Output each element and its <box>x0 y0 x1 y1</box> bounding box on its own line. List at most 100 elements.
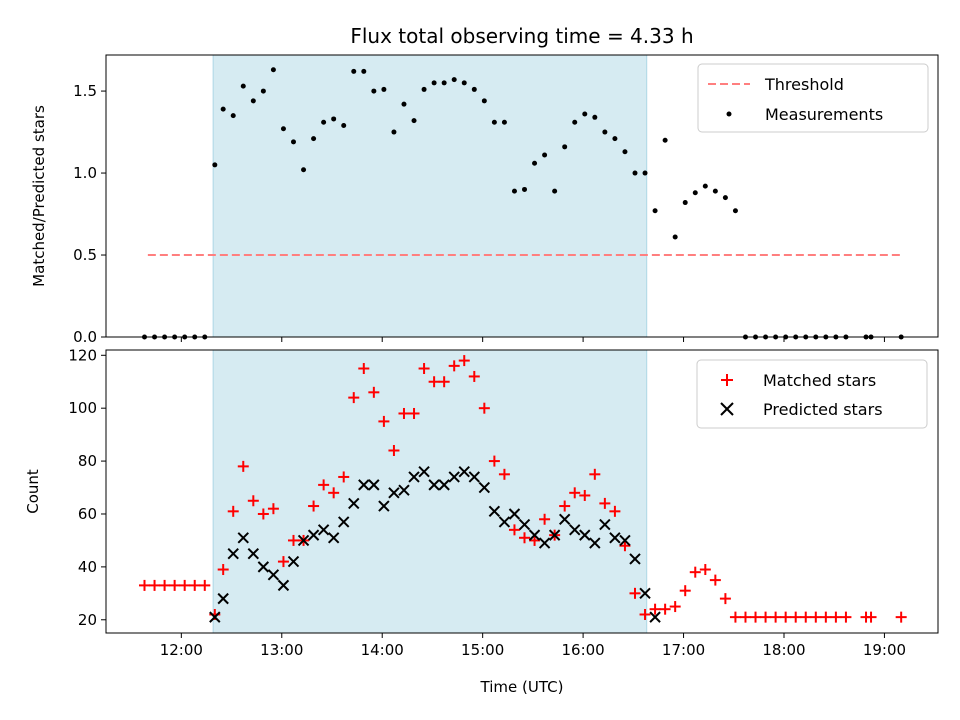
matched-star-point <box>488 455 500 467</box>
matched-star-point <box>149 579 161 591</box>
measurement-point <box>491 119 497 125</box>
measurement-point <box>381 86 387 92</box>
measurement-point <box>421 86 427 92</box>
matched-star-point <box>428 376 440 388</box>
predicted-star-point <box>398 484 410 496</box>
predicted-star-point <box>478 481 491 494</box>
predicted-star-point <box>209 611 221 623</box>
predicted-star-point <box>327 532 340 544</box>
matched-star-point <box>830 611 842 623</box>
y-tick-label: 0.0 <box>73 328 97 346</box>
bottom-panel: 20 40 60 80 100 120 12:00 13:00 14:00 15:00 16:00… <box>24 346 939 696</box>
matched-star-point <box>338 471 350 483</box>
predicted-star-point <box>448 471 460 483</box>
matched-star-point <box>378 415 390 427</box>
measurement-point <box>441 80 447 86</box>
top-legend-box <box>697 63 929 133</box>
matched-star-point <box>589 468 601 480</box>
predicted-star-point <box>438 479 450 491</box>
y-tick-label: 100 <box>68 399 97 417</box>
matched-star-point <box>418 363 430 375</box>
predicted-star-point <box>589 537 601 549</box>
predicted-star-point <box>267 569 280 581</box>
legend-predicted-swatch <box>720 402 734 416</box>
chart-title: Flux total observing time = 4.33 h <box>350 24 693 48</box>
x-tick-label: 17:00 <box>662 641 705 659</box>
measurement-point <box>451 77 457 83</box>
matched-star-point <box>760 611 772 623</box>
bottom-axes-frame <box>105 349 939 634</box>
matched-star-point <box>169 579 181 591</box>
matched-star-point <box>689 566 701 578</box>
predicted-star-point <box>408 471 420 483</box>
measurement-point <box>321 119 327 125</box>
matched-star-point <box>649 603 661 615</box>
matched-star-point <box>659 603 671 615</box>
matched-star-point <box>609 505 621 517</box>
predicted-star-point <box>277 579 290 592</box>
measurement-point <box>732 208 738 214</box>
y-tick-label: 60 <box>78 505 97 523</box>
measurement-point <box>572 119 578 125</box>
matched-star-point <box>179 579 191 591</box>
matched-star-point <box>237 460 249 472</box>
y-tick-label: 20 <box>78 611 97 629</box>
matched-star-point <box>277 556 289 568</box>
x-tick-label: 14:00 <box>361 641 404 659</box>
matched-star-point <box>408 407 420 419</box>
observing-window-shade-top <box>212 54 648 338</box>
measurement-point <box>311 136 317 142</box>
matched-star-point <box>498 468 510 480</box>
matched-star-point <box>267 503 279 515</box>
predicted-star-point <box>317 524 330 536</box>
matched-star-point <box>448 360 460 372</box>
bottom-legend: Matched stars Predicted stars <box>696 359 928 429</box>
measurement-point <box>672 234 678 240</box>
matched-star-point <box>865 611 877 623</box>
predicted-star-point <box>468 471 480 483</box>
measurement-point <box>582 111 588 117</box>
matched-star-point <box>840 611 852 623</box>
matched-star-point <box>599 497 611 509</box>
measurement-point <box>592 114 598 120</box>
matched-star-point <box>719 593 731 605</box>
matched-star-point <box>699 564 711 576</box>
measurement-point <box>642 170 648 176</box>
predicted-star-point <box>599 518 611 531</box>
measurement-point <box>461 80 467 86</box>
measurement-point <box>622 149 628 155</box>
measurement-point <box>401 101 407 107</box>
predicted-star-point <box>458 465 470 478</box>
predicted-star-point <box>538 537 551 549</box>
measurement-point <box>361 68 367 74</box>
measurement-point <box>431 80 437 86</box>
measurement-point <box>230 113 236 119</box>
measurement-point <box>250 98 256 104</box>
predicted-star-point <box>217 592 229 605</box>
matched-star-point <box>579 489 591 501</box>
matched-star-point <box>639 608 651 620</box>
predicted-star-point <box>579 529 591 541</box>
x-tick-label: 15:00 <box>461 641 504 659</box>
measurement-point <box>522 186 528 192</box>
predicted-star-point <box>609 532 621 544</box>
matched-star-point <box>227 505 239 517</box>
x-tick-label: 13:00 <box>260 641 303 659</box>
predicted-star-point <box>348 497 360 510</box>
predicted-star-point <box>518 518 531 531</box>
measurement-point <box>301 167 307 173</box>
x-axis-label: Time (UTC) <box>480 678 564 696</box>
predicted-star-point <box>297 534 310 547</box>
matched-star-point <box>318 479 330 491</box>
predicted-star-point <box>378 500 390 512</box>
x-tick-label: 18:00 <box>762 641 805 659</box>
matched-star-point <box>669 601 681 613</box>
top-legend: Threshold Measurements <box>697 63 929 133</box>
observing-window-shade-bottom <box>212 349 648 634</box>
matched-star-point <box>790 611 802 623</box>
y-tick-label: 1.5 <box>73 82 97 100</box>
predicted-star-point <box>358 479 370 491</box>
matched-star-point <box>478 402 490 414</box>
predicted-star-point <box>338 516 350 528</box>
